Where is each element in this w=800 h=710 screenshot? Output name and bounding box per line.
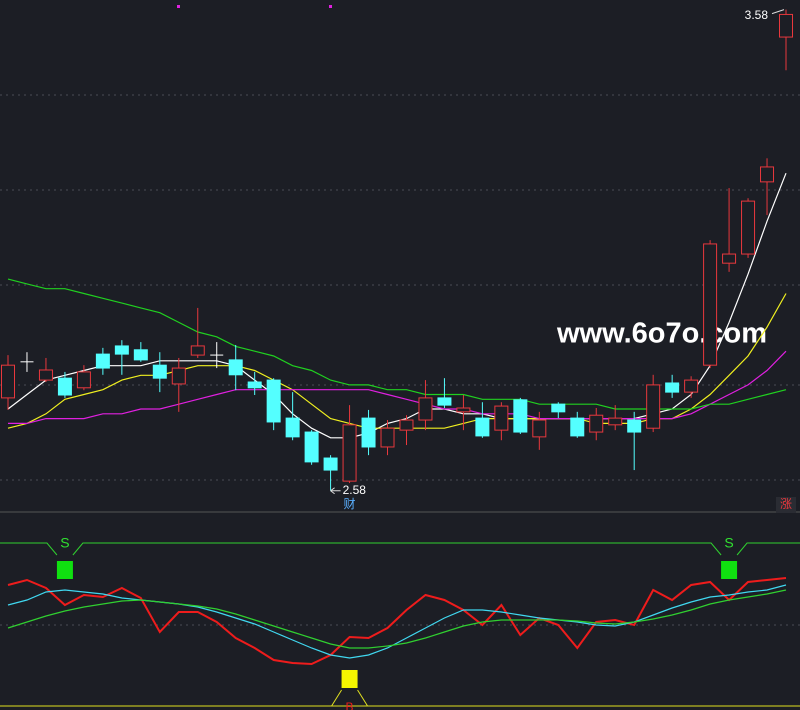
sell-marker: [56, 561, 73, 579]
candle-body: [456, 407, 471, 413]
buy-marker: [341, 670, 358, 688]
low-label: 2.58: [343, 483, 367, 497]
candle-body: [114, 345, 129, 355]
candle-body: [57, 377, 72, 396]
candle-body: [228, 359, 243, 376]
candle-body: [399, 419, 414, 431]
buy-pointer: [331, 689, 368, 707]
candle-body: [646, 384, 661, 429]
sell-signal: S: [60, 535, 69, 551]
candle-body: [608, 417, 623, 426]
candle-body: [532, 419, 547, 438]
marker-dot: [329, 5, 332, 8]
candle-body: [418, 397, 433, 421]
sell-marker: [721, 561, 738, 579]
candle-body: [247, 381, 262, 389]
candle-body: [323, 457, 338, 471]
candle-body: [133, 349, 148, 361]
candle-body: [665, 382, 680, 393]
candle-body: [304, 431, 319, 463]
marker-dot: [177, 5, 180, 8]
candle-body: [513, 399, 528, 433]
candle-body: [190, 345, 205, 356]
low-pointer-head: [330, 487, 335, 495]
candle-body: [589, 414, 604, 433]
line-series: [7, 589, 787, 649]
sell-signal: S: [724, 535, 733, 551]
candle-body: [551, 403, 566, 413]
candle-body: [722, 253, 737, 264]
candle-body: [266, 379, 281, 423]
candle-body: [361, 417, 376, 448]
signal-line: [0, 542, 800, 556]
high-pointer: [771, 9, 785, 15]
candle-body: [285, 417, 300, 438]
candle-body: [380, 427, 395, 448]
candle-body: [1, 364, 15, 399]
candle-body: [95, 353, 110, 369]
candle-body: [760, 166, 775, 183]
candle-body: [475, 417, 490, 437]
candle-body: [684, 379, 699, 393]
candle-body: [437, 397, 452, 406]
candle-body: [38, 369, 53, 381]
corner-label: 涨: [780, 496, 792, 511]
candle-body: [342, 424, 357, 482]
candle-body: [627, 419, 642, 433]
high-label: 3.58: [745, 8, 769, 22]
line-series: [7, 577, 787, 666]
candle-body: [703, 243, 718, 366]
candle-body: [171, 367, 186, 385]
candle-body: [152, 364, 167, 379]
candle-body: [741, 200, 756, 255]
candle-body: [76, 371, 91, 389]
candle-body: [494, 405, 509, 431]
corner-box: [776, 497, 796, 513]
buy-signal: B: [346, 700, 354, 710]
candle-body: [779, 13, 793, 38]
event-label: 财: [344, 497, 356, 511]
watermark: www.6o7o.com: [556, 318, 767, 350]
candle-body: [570, 417, 585, 437]
